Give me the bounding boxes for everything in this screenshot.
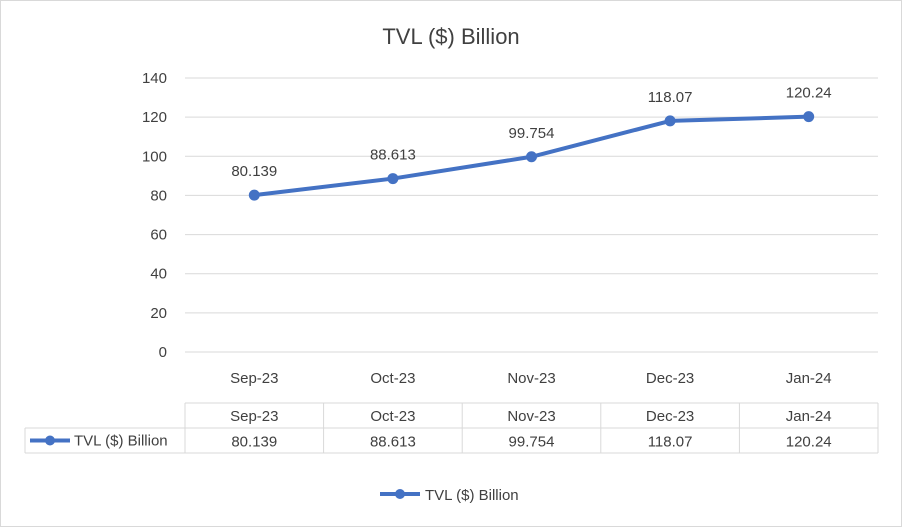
y-tick-label: 120 — [142, 109, 167, 126]
y-tick-label: 20 — [150, 305, 167, 322]
y-tick-label: 0 — [159, 344, 167, 361]
data-label: 99.754 — [509, 125, 555, 142]
table-series-name: TVL ($) Billion — [74, 433, 168, 450]
table-value-cell: 99.754 — [509, 434, 555, 451]
chart-title: TVL ($) Billion — [382, 24, 519, 49]
table-header-cell: Sep-23 — [230, 408, 278, 425]
data-point — [664, 115, 676, 127]
data-label: 88.613 — [370, 147, 416, 164]
table-header-cell: Dec-23 — [646, 408, 694, 425]
data-point — [526, 151, 537, 163]
y-tick-label: 140 — [142, 70, 167, 87]
data-label: 120.24 — [786, 85, 832, 102]
table-value-cell: 88.613 — [370, 434, 416, 451]
x-tick-label: Sep-23 — [230, 370, 278, 387]
legend-marker — [395, 489, 405, 499]
table-value-cell: 80.139 — [231, 434, 277, 451]
x-tick-label: Jan-24 — [786, 370, 832, 387]
table-value-cell: 120.24 — [786, 434, 832, 451]
data-point — [248, 189, 260, 201]
table-header-cell: Oct-23 — [370, 408, 415, 425]
legend-label: TVL ($) Billion — [425, 487, 519, 504]
y-tick-label: 100 — [142, 148, 167, 165]
table-legend-marker — [45, 435, 55, 446]
y-tick-label: 60 — [150, 227, 167, 244]
table-value-cell: 118.07 — [648, 434, 693, 451]
x-tick-label: Dec-23 — [646, 370, 694, 387]
data-label: 80.139 — [231, 163, 277, 180]
data-point — [387, 173, 399, 185]
y-tick-label: 40 — [150, 266, 167, 283]
x-tick-label: Oct-23 — [370, 370, 415, 387]
x-tick-label: Nov-23 — [507, 370, 555, 387]
data-point — [803, 111, 815, 123]
table-header-cell: Jan-24 — [786, 408, 832, 425]
table-header-cell: Nov-23 — [507, 408, 555, 425]
data-label: 118.07 — [648, 89, 693, 106]
y-tick-label: 80 — [150, 187, 167, 204]
